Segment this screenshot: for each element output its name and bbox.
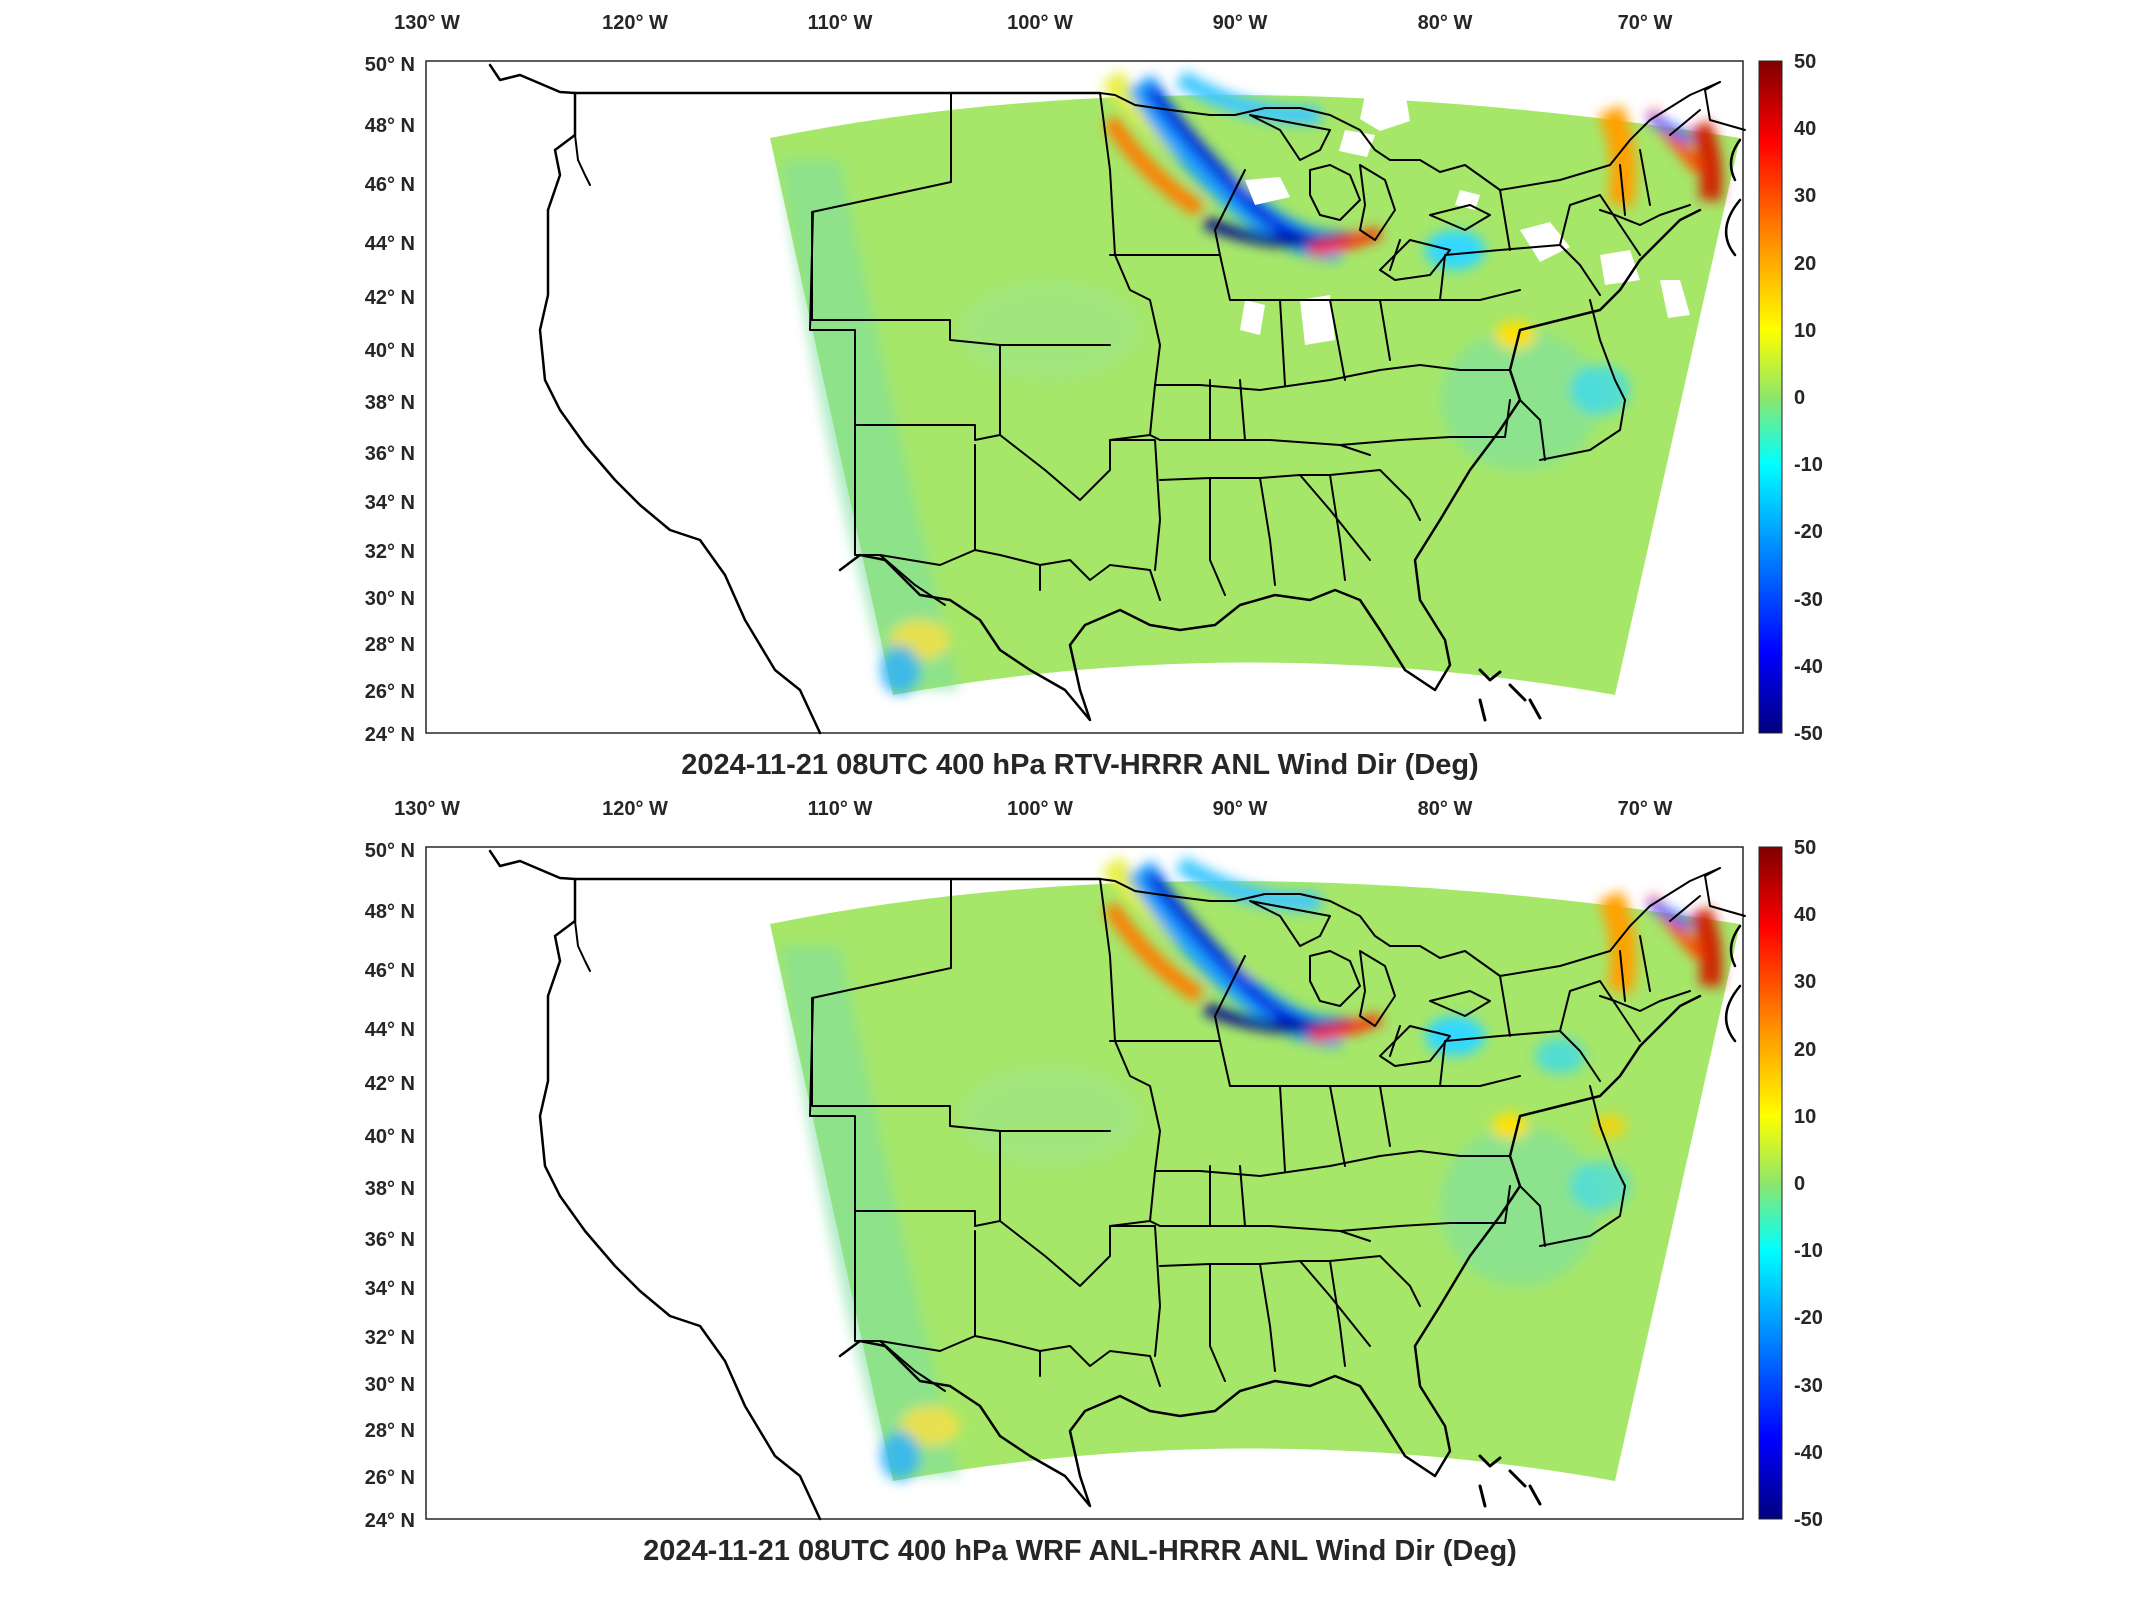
lon-label: 70° W xyxy=(1618,12,1673,34)
colorbar-tick-label: -40 xyxy=(1794,656,1823,678)
lat-label: 34° N xyxy=(365,492,415,514)
lat-label: 34° N xyxy=(365,1278,415,1300)
colorbar-tick-label: -10 xyxy=(1794,454,1823,476)
panel-title: 2024-11-21 08UTC 400 hPa RTV-HRRR ANL Wi… xyxy=(681,749,1478,781)
colorbar-tick-label: 30 xyxy=(1794,185,1816,207)
lat-labels: 50° N 48° N 46° N 44° N 42° N 40° N 38° … xyxy=(365,840,415,1532)
colorbar-tick-label: 30 xyxy=(1794,971,1816,993)
lon-label: 110° W xyxy=(808,12,873,34)
lat-label: 40° N xyxy=(365,340,415,362)
colorbar-tick-label: -40 xyxy=(1794,1442,1823,1464)
lat-label: 38° N xyxy=(365,1178,415,1200)
lon-label: 120° W xyxy=(602,12,668,34)
lat-label: 42° N xyxy=(365,1073,415,1095)
colorbar-tick-label: 10 xyxy=(1794,320,1816,342)
lat-label: 40° N xyxy=(365,1126,415,1148)
lat-label: 48° N xyxy=(365,115,415,137)
lat-label: 26° N xyxy=(365,681,415,703)
lat-label: 36° N xyxy=(365,443,415,465)
colorbar-tick-label: 20 xyxy=(1794,1039,1816,1061)
colorbar: 50 40 30 20 10 0 -10 -20 -30 -40 -50 xyxy=(1758,837,1823,1531)
lon-label: 80° W xyxy=(1418,12,1473,34)
colorbar-tick-label: -30 xyxy=(1794,589,1823,611)
colorbar-tick-label: 50 xyxy=(1794,837,1816,859)
lon-label: 90° W xyxy=(1213,798,1268,820)
wind-dir-field xyxy=(770,69,1740,695)
colorbar-tick-label: 40 xyxy=(1794,904,1816,926)
lat-label: 44° N xyxy=(365,1019,415,1041)
colorbar-tick-label: -20 xyxy=(1794,521,1823,543)
colorbar-tick-label: 40 xyxy=(1794,118,1816,140)
lon-label: 130° W xyxy=(394,12,460,34)
colorbar: 50 40 30 20 10 0 -10 -20 -30 -40 -50 xyxy=(1758,51,1823,745)
lat-label: 28° N xyxy=(365,1420,415,1442)
lon-labels: 130° W 120° W 110° W 100° W 90° W 80° W … xyxy=(394,12,1672,34)
lat-label: 30° N xyxy=(365,1374,415,1396)
colorbar-tick-label: 0 xyxy=(1794,1173,1805,1195)
lat-label: 32° N xyxy=(365,541,415,563)
lon-label: 130° W xyxy=(394,798,460,820)
lat-labels: 50° N 48° N 46° N 44° N 42° N 40° N 38° … xyxy=(365,54,415,746)
lon-labels: 130° W 120° W 110° W 100° W 90° W 80° W … xyxy=(394,798,1672,820)
map-borders xyxy=(488,849,1746,1521)
lat-label: 50° N xyxy=(365,54,415,76)
colorbar-tick-label: -10 xyxy=(1794,1240,1823,1262)
colorbar-tick-label: -50 xyxy=(1794,1509,1823,1531)
colorbar-tick-label: -50 xyxy=(1794,723,1823,745)
lon-label: 100° W xyxy=(1007,12,1073,34)
lon-label: 120° W xyxy=(602,798,668,820)
lon-label: 70° W xyxy=(1618,798,1673,820)
colorbar-tick-label: -20 xyxy=(1794,1307,1823,1329)
lat-label: 50° N xyxy=(365,840,415,862)
lat-label: 46° N xyxy=(365,960,415,982)
lat-label: 46° N xyxy=(365,174,415,196)
lon-label: 100° W xyxy=(1007,798,1073,820)
panel-title: 2024-11-21 08UTC 400 hPa WRF ANL-HRRR AN… xyxy=(643,1535,1517,1567)
lat-label: 32° N xyxy=(365,1327,415,1349)
lat-label: 26° N xyxy=(365,1467,415,1489)
colorbar-tick-label: 0 xyxy=(1794,387,1805,409)
lat-label: 28° N xyxy=(365,634,415,656)
lat-label: 44° N xyxy=(365,233,415,255)
lat-label: 30° N xyxy=(365,588,415,610)
lat-label: 36° N xyxy=(365,1229,415,1251)
lat-label: 38° N xyxy=(365,392,415,414)
colorbar-tick-label: -30 xyxy=(1794,1375,1823,1397)
lat-label: 24° N xyxy=(365,724,415,746)
lat-label: 24° N xyxy=(365,1510,415,1532)
lon-label: 90° W xyxy=(1213,12,1268,34)
map-panel-1: 130° W 120° W 110° W 100° W 90° W 80° W … xyxy=(365,12,1823,781)
map-borders xyxy=(488,63,1746,735)
colorbar-tick-label: 20 xyxy=(1794,253,1816,275)
lat-label: 48° N xyxy=(365,901,415,923)
colorbar-tick-label: 50 xyxy=(1794,51,1816,73)
map-panel-2: 130° W 120° W 110° W 100° W 90° W 80° W … xyxy=(365,798,1823,1567)
colorbar-tick-label: 10 xyxy=(1794,1106,1816,1128)
lon-label: 80° W xyxy=(1418,798,1473,820)
lon-label: 110° W xyxy=(808,798,873,820)
lat-label: 42° N xyxy=(365,287,415,309)
